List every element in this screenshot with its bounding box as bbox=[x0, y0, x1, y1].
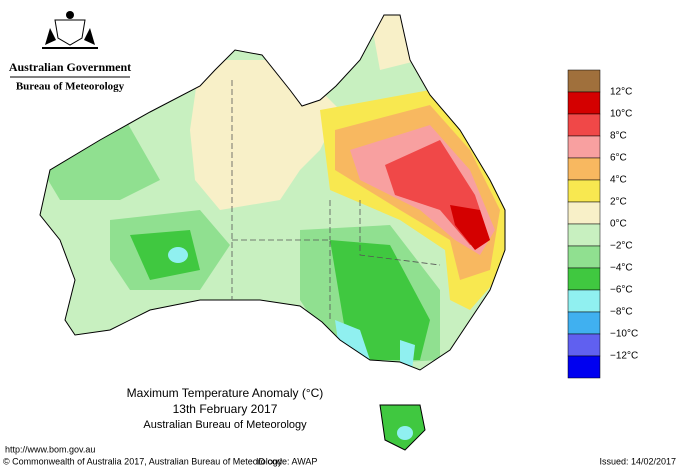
legend-swatch bbox=[567, 355, 601, 379]
legend-swatch bbox=[567, 91, 601, 115]
crest bbox=[42, 11, 98, 49]
legend-label: −8°C bbox=[610, 307, 633, 318]
legend-label: −2°C bbox=[610, 241, 633, 252]
issued: Issued: 14/02/2017 bbox=[599, 456, 676, 466]
legend-swatch bbox=[567, 267, 601, 291]
coastline bbox=[39, 14, 506, 451]
legend-swatch bbox=[567, 69, 601, 93]
legend-swatch bbox=[567, 201, 601, 225]
legend-swatch bbox=[567, 289, 601, 313]
legend-label: −10°C bbox=[610, 329, 638, 340]
agency: Bureau of Meteorology bbox=[16, 81, 125, 93]
map-date: 13th February 2017 bbox=[173, 402, 278, 416]
legend-label: 6°C bbox=[610, 153, 627, 164]
legend-swatch bbox=[567, 333, 601, 357]
legend-label: 2°C bbox=[610, 197, 627, 208]
legend-label: −12°C bbox=[610, 351, 638, 362]
legend-label: 4°C bbox=[610, 175, 627, 186]
map-title: Maximum Temperature Anomaly (°C) bbox=[127, 386, 324, 400]
legend-swatch bbox=[567, 223, 601, 247]
legend-swatch bbox=[567, 113, 601, 137]
legend-swatch bbox=[567, 157, 601, 181]
legend-swatch bbox=[567, 245, 601, 269]
legend-swatch bbox=[567, 311, 601, 335]
legend-label: −6°C bbox=[610, 285, 633, 296]
legend: 12°C 10°C 8°C 6°C 4°C 2°C 0°C −2°C −4°C −6°C −8°C −… bbox=[567, 69, 638, 379]
legend-label: 8°C bbox=[610, 131, 627, 142]
government: Australian Government bbox=[9, 60, 131, 74]
legend-swatch bbox=[567, 179, 601, 203]
legend-label: −4°C bbox=[610, 263, 633, 274]
legend-label: 10°C bbox=[610, 109, 632, 120]
copyright: © Commonwealth of Australia 2017, Austra… bbox=[3, 456, 283, 466]
state-borders bbox=[231, 80, 441, 320]
legend-label: 0°C bbox=[610, 219, 627, 230]
id-code: ID code: AWAP bbox=[256, 456, 317, 466]
legend-swatch bbox=[567, 135, 601, 159]
legend-label: 12°C bbox=[610, 87, 632, 98]
map-source: Australian Bureau of Meteorology bbox=[143, 419, 307, 431]
url: http://www.bom.gov.au bbox=[5, 444, 95, 454]
